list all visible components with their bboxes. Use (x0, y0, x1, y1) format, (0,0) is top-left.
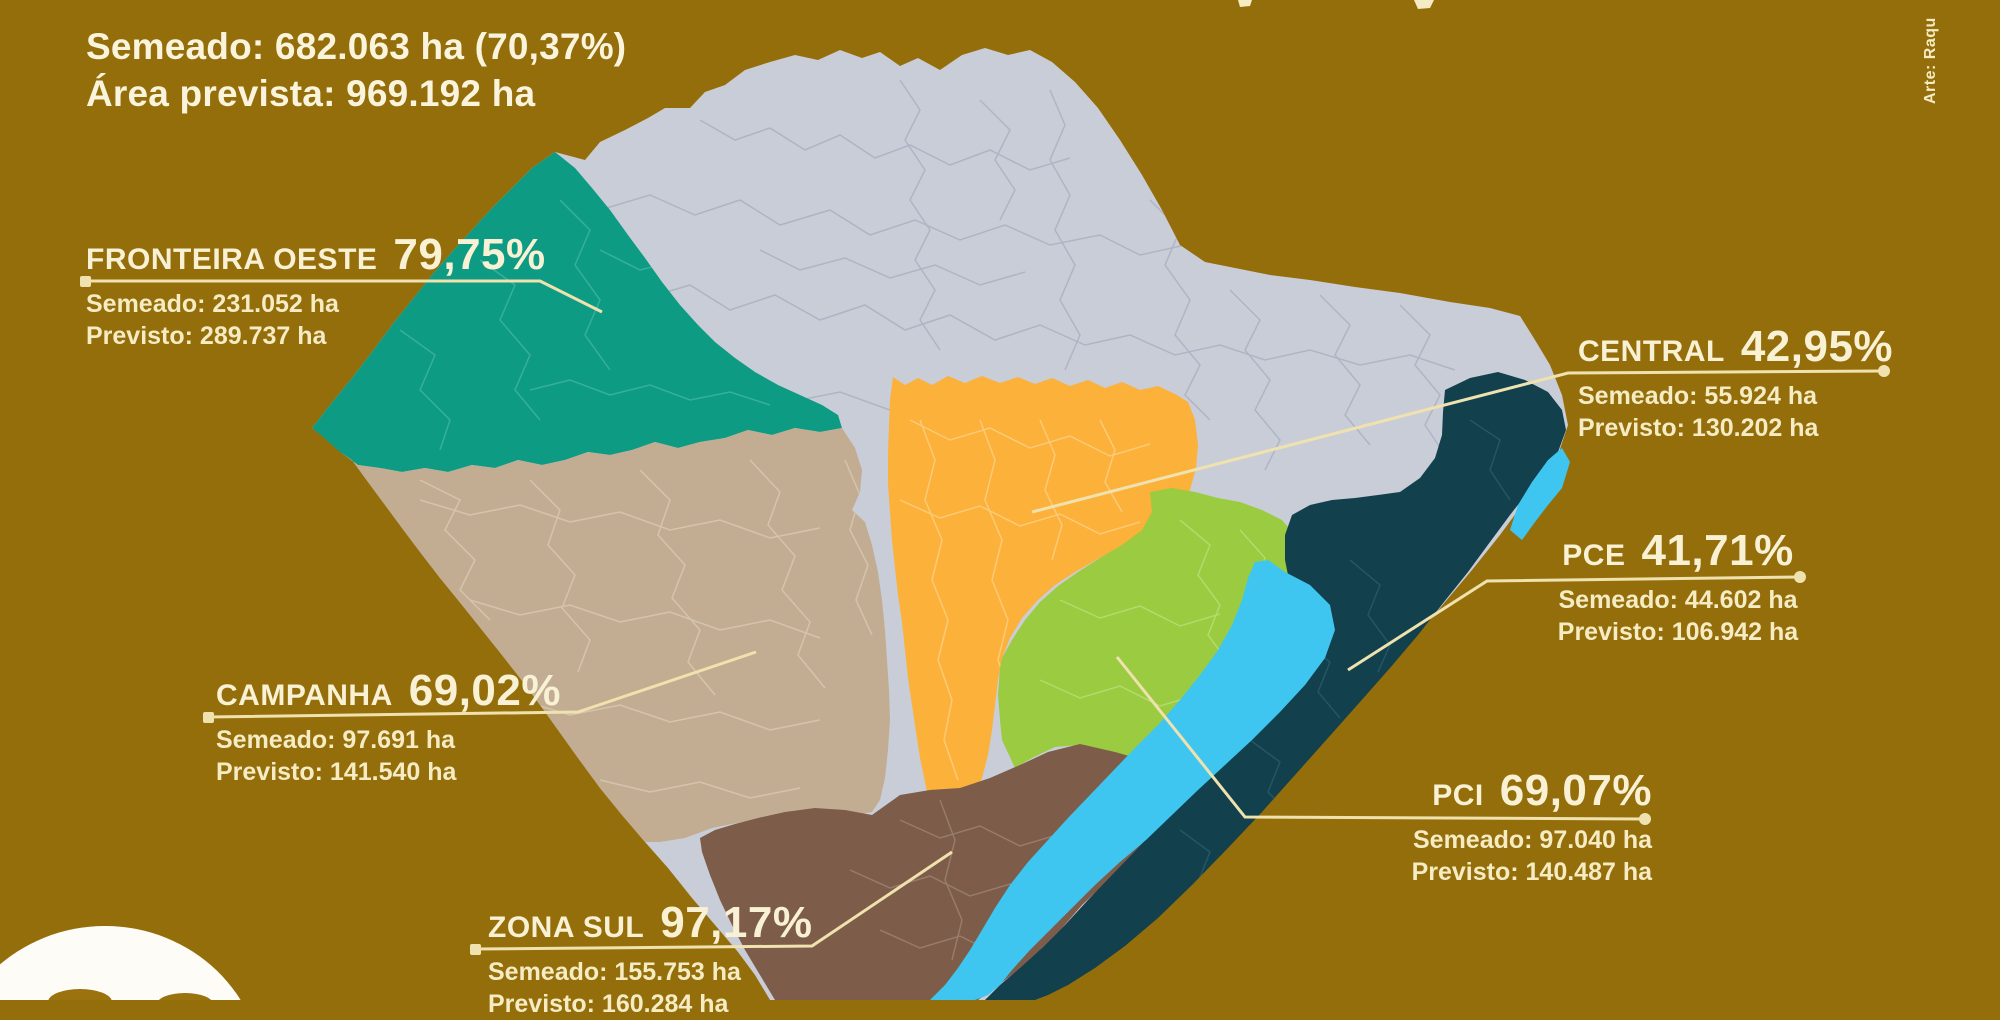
label-central: CENTRAL 42,95% Semeado: 55.924 ha Previs… (1578, 322, 1893, 444)
leader-dots (80, 276, 1890, 955)
label-stats: Semeado: 155.753 ha Previsto: 160.284 ha (488, 956, 812, 1020)
leader-central (1031, 369, 1885, 514)
label-pci: PCI 69,07% Semeado: 97.040 ha Previsto: … (1300, 766, 1652, 888)
header-totals: Semeado: 682.063 ha (70,37%) Área previs… (86, 24, 626, 117)
label-title: CAMPANHA 69,02% (216, 666, 561, 715)
region-previsto: Previsto: 289.737 ha (86, 322, 327, 350)
leader-zona-sul (474, 850, 953, 951)
region-previsto: Previsto: 106.942 ha (1557, 618, 1799, 646)
label-title: PCI 69,07% (1300, 766, 1652, 815)
lagoa-mirim (1148, 740, 1192, 790)
region-name: PCI (1432, 779, 1484, 812)
region-name: ZONA SUL (488, 911, 645, 944)
municipal-borders-gray (599, 79, 1456, 471)
region-name: FRONTEIRA OESTE (86, 243, 378, 276)
region-previsto: Previsto: 140.487 ha (1411, 858, 1652, 886)
region-name: CENTRAL (1578, 335, 1725, 368)
label-stats: Semeado: 97.040 ha Previsto: 140.487 ha (1300, 824, 1652, 888)
top-edge-text-remnants (1238, 0, 1434, 9)
lagoons (930, 448, 1570, 1000)
region-percent: 97,17% (660, 898, 813, 947)
label-stats: Semeado: 44.602 ha Previsto: 106.942 ha (1528, 584, 1828, 648)
region-semeado: Semeado: 44.602 ha (1558, 586, 1798, 614)
logo-partial (0, 926, 241, 1000)
label-title: FRONTEIRA OESTE 79,75% (86, 230, 546, 279)
header-area-prevista: Área prevista: 969.192 ha (86, 72, 536, 114)
leader-fronteira-oeste (85, 279, 603, 314)
region-semeado: Semeado: 97.691 ha (216, 726, 456, 754)
region-semeado: Semeado: 231.052 ha (86, 290, 339, 318)
region-previsto: Previsto: 141.540 ha (216, 758, 457, 786)
artist-credit: Arte: Raqu (1922, 17, 1939, 104)
label-pce: PCE 41,71% Semeado: 44.602 ha Previsto: … (1528, 526, 1828, 648)
leader-pce (1347, 575, 1801, 672)
lagoa-dos-patos (930, 560, 1335, 1000)
header-semeado-total: Semeado: 682.063 ha (70,37%) (86, 26, 627, 67)
region-percent: 69,02% (408, 666, 561, 715)
leader-campanha (207, 650, 757, 719)
leader-pci (1115, 656, 1646, 821)
region-percent: 41,71% (1641, 526, 1794, 575)
label-zona-sul: ZONA SUL 97,17% Semeado: 155.753 ha Prev… (488, 898, 812, 1020)
label-stats: Semeado: 231.052 ha Previsto: 289.737 ha (86, 288, 546, 352)
region-semeado: Semeado: 55.924 ha (1578, 382, 1818, 410)
coastal-water-north (1510, 448, 1570, 540)
region-percent: 79,75% (393, 230, 546, 279)
label-stats: Semeado: 55.924 ha Previsto: 130.202 ha (1578, 380, 1893, 444)
label-title: CENTRAL 42,95% (1578, 322, 1894, 371)
region-campanha (340, 428, 890, 842)
region-name: PCE (1562, 539, 1626, 572)
municipal-borders-orange (899, 419, 1151, 781)
region-previsto: Previsto: 160.284 ha (488, 990, 729, 1018)
region-percent: 69,07% (1499, 766, 1652, 815)
label-title: PCE 41,71% (1528, 526, 1828, 575)
region-percent: 42,95% (1740, 322, 1894, 371)
region-previsto: Previsto: 130.202 ha (1578, 414, 1819, 442)
label-fronteira-oeste: FRONTEIRA OESTE 79,75% Semeado: 231.052 … (86, 230, 546, 352)
region-semeado: Semeado: 97.040 ha (1412, 826, 1652, 854)
leader-lines (85, 279, 1885, 951)
region-name: CAMPANHA (216, 679, 393, 712)
label-campanha: CAMPANHA 69,02% Semeado: 97.691 ha Previ… (216, 666, 561, 788)
label-stats: Semeado: 97.691 ha Previsto: 141.540 ha (216, 724, 561, 788)
municipal-borders-tan (419, 459, 873, 799)
region-semeado: Semeado: 155.753 ha (488, 958, 741, 986)
label-title: ZONA SUL 97,17% (488, 898, 813, 947)
